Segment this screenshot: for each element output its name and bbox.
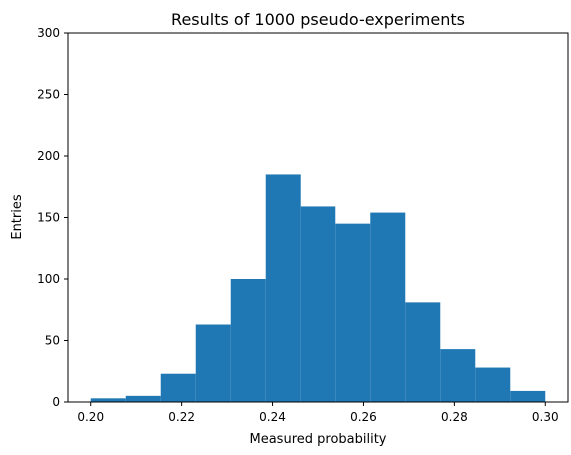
histogram-bar: [160, 373, 196, 402]
x-tick-label: 0.26: [350, 410, 377, 424]
histogram-bar: [510, 390, 546, 402]
y-tick-label: 200: [37, 149, 60, 163]
bars-group: [90, 174, 546, 402]
x-tick-label: 0.28: [441, 410, 468, 424]
histogram-bar: [405, 302, 441, 402]
y-tick-label: 300: [37, 26, 60, 40]
histogram-bar: [90, 398, 126, 402]
histogram-bar: [300, 206, 336, 402]
x-tick-label: 0.22: [168, 410, 195, 424]
y-tick-label: 150: [37, 211, 60, 225]
histogram-bar: [440, 349, 476, 402]
x-axis-label: Measured probability: [250, 432, 387, 447]
y-tick-label: 0: [52, 395, 60, 409]
x-tick-label: 0.20: [77, 410, 104, 424]
histogram-bar: [335, 223, 371, 402]
x-tick-label: 0.24: [259, 410, 286, 424]
histogram-bar: [265, 174, 301, 402]
x-axis-ticks: 0.20 0.22 0.24 0.26 0.28 0.30: [77, 402, 559, 424]
histogram-bar: [230, 279, 266, 402]
y-axis-ticks: 0 50 100 150 200 250 300: [37, 26, 68, 409]
histogram-bar: [195, 324, 231, 402]
y-tick-label: 50: [45, 334, 60, 348]
y-tick-label: 250: [37, 88, 60, 102]
histogram-bar: [125, 395, 161, 402]
histogram-bar: [475, 367, 511, 402]
x-tick-label: 0.30: [532, 410, 559, 424]
y-tick-label: 100: [37, 272, 60, 286]
y-axis-label: Entries: [10, 194, 25, 240]
chart-title: Results of 1000 pseudo-experiments: [171, 10, 465, 29]
histogram-bar: [370, 212, 406, 402]
